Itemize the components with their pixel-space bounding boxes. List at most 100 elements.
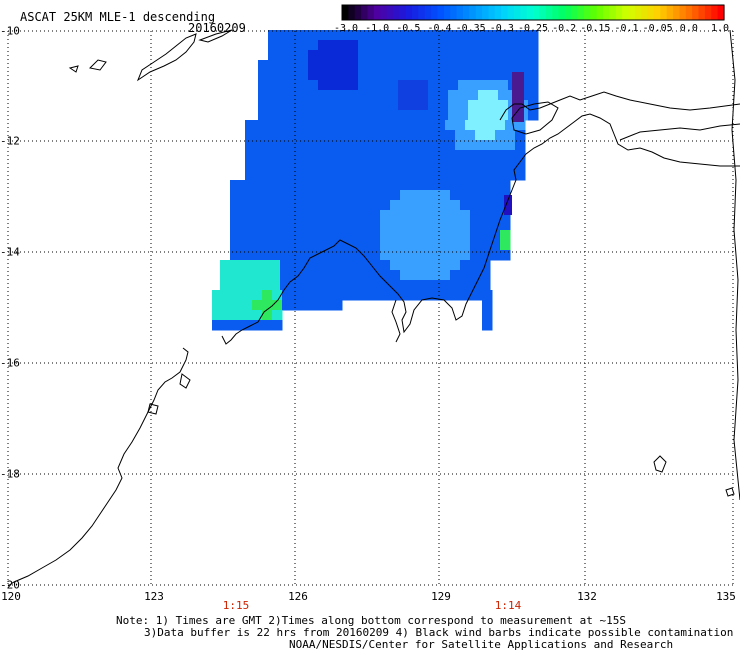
swath-cell bbox=[330, 180, 341, 191]
swath-cell bbox=[380, 220, 391, 231]
swath-cell bbox=[488, 110, 499, 121]
swath-cell bbox=[460, 280, 471, 291]
island-sawu bbox=[68, 65, 79, 73]
swath-cell bbox=[268, 110, 279, 121]
swath-cell bbox=[230, 250, 241, 261]
swath-cell bbox=[468, 50, 479, 61]
swath-cell bbox=[485, 150, 496, 161]
swath-cell bbox=[410, 210, 421, 221]
swath-cell bbox=[310, 270, 321, 281]
swath-cell bbox=[298, 30, 309, 41]
swath-cell bbox=[490, 200, 501, 211]
swath-cell bbox=[310, 260, 321, 271]
swath-cell bbox=[212, 320, 223, 331]
swath-cell bbox=[290, 260, 301, 271]
swath-cell bbox=[312, 300, 323, 311]
swath-cell bbox=[250, 280, 261, 291]
swath-cell bbox=[265, 170, 276, 181]
swath-cell bbox=[440, 240, 451, 251]
colorbar-tick-label: -0.1 bbox=[614, 23, 639, 34]
island-timor-west bbox=[136, 33, 197, 82]
swath-cell bbox=[428, 100, 439, 111]
swath-cell bbox=[408, 80, 419, 91]
swath-cell bbox=[505, 120, 516, 131]
swath-cell bbox=[448, 70, 459, 81]
swath-cell bbox=[308, 100, 319, 111]
swath-cell bbox=[292, 290, 303, 301]
swath-cell bbox=[508, 50, 519, 61]
swath-cell bbox=[415, 120, 426, 131]
swath-cell bbox=[348, 30, 359, 41]
coastline-kimberley bbox=[7, 347, 189, 587]
swath-cell bbox=[430, 190, 441, 201]
swath-cell bbox=[340, 210, 351, 221]
swath-cell bbox=[410, 260, 421, 271]
swath-cell bbox=[420, 270, 431, 281]
swath-cell bbox=[338, 80, 349, 91]
swath-cell bbox=[230, 260, 241, 271]
swath-cell bbox=[478, 110, 489, 121]
swath-cell bbox=[480, 240, 491, 251]
colorbar-swatch bbox=[545, 5, 553, 20]
swath-cell bbox=[338, 90, 349, 101]
swath-cell bbox=[408, 110, 419, 121]
swath-cell bbox=[350, 260, 361, 271]
swath-cell bbox=[418, 110, 429, 121]
swath-cell bbox=[390, 210, 401, 221]
swath-cell bbox=[350, 230, 361, 241]
swath-cell bbox=[280, 280, 291, 291]
swath-cell bbox=[488, 30, 499, 41]
swath-cell bbox=[470, 220, 481, 231]
swath-cell bbox=[482, 300, 493, 311]
swath-cell bbox=[468, 40, 479, 51]
swath-cell bbox=[370, 250, 381, 261]
swath-cell bbox=[308, 50, 319, 61]
coastline-bonaparte-gulf bbox=[221, 113, 740, 345]
swath-cell bbox=[505, 170, 516, 181]
swath-cell bbox=[480, 280, 491, 291]
lon-label-120: 120 bbox=[1, 590, 21, 603]
swath-cell bbox=[368, 90, 379, 101]
swath-cell bbox=[212, 300, 223, 311]
swath-cell bbox=[380, 180, 391, 191]
swath-cell bbox=[300, 230, 311, 241]
swath-cell bbox=[425, 130, 436, 141]
swath-cell bbox=[370, 220, 381, 231]
swath-cell bbox=[322, 300, 333, 311]
swath-cell bbox=[355, 150, 366, 161]
swath-cell bbox=[298, 50, 309, 61]
swath-cell bbox=[272, 290, 283, 301]
swath-cell bbox=[378, 60, 389, 71]
swath-cell bbox=[368, 40, 379, 51]
swath-cell bbox=[330, 260, 341, 271]
swath-cell bbox=[280, 200, 291, 211]
swath-cell bbox=[412, 290, 423, 301]
swath-cell bbox=[408, 60, 419, 71]
colorbar-swatch bbox=[342, 5, 349, 20]
colorbar-frame bbox=[341, 4, 725, 21]
swath-cell bbox=[268, 70, 279, 81]
swath-cell bbox=[440, 220, 451, 231]
swath-cell bbox=[448, 60, 459, 71]
swath-cell bbox=[340, 260, 351, 271]
swath-cell bbox=[528, 30, 539, 41]
swath-cell bbox=[450, 230, 461, 241]
swath-cell bbox=[400, 270, 411, 281]
swath-cell bbox=[410, 200, 421, 211]
swath-cell bbox=[420, 220, 431, 231]
swath-cell bbox=[362, 290, 373, 301]
swath-cell bbox=[365, 120, 376, 131]
swath-cell bbox=[295, 160, 306, 171]
swath-cell bbox=[222, 320, 233, 331]
colorbar-swatch bbox=[603, 5, 610, 20]
swath-cell bbox=[348, 110, 359, 121]
swath-cell bbox=[340, 240, 351, 251]
swath-cell bbox=[450, 190, 461, 201]
swath-cell bbox=[300, 210, 311, 221]
swath-cell bbox=[398, 40, 409, 51]
swath-cell bbox=[515, 160, 526, 171]
swath-cell bbox=[325, 130, 336, 141]
swath-cell bbox=[375, 140, 386, 151]
swath-cell bbox=[478, 80, 489, 91]
